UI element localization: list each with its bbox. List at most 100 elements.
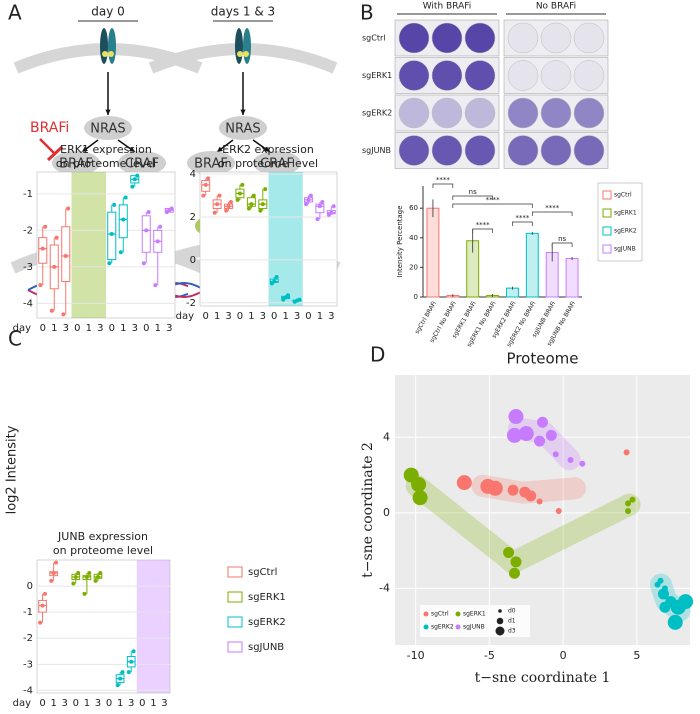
legend-swatch xyxy=(602,226,612,236)
point xyxy=(120,670,125,675)
x-tick-label: 0 xyxy=(109,323,115,334)
point xyxy=(129,659,134,664)
row-label: sgCtrl xyxy=(362,34,385,43)
point xyxy=(317,204,322,209)
x-axis-label: t−sne coordinate 1 xyxy=(475,670,611,686)
x-axis-label: day xyxy=(176,311,194,322)
point xyxy=(109,232,114,237)
node-label: NRAS xyxy=(90,122,125,137)
significance-label: ns xyxy=(558,235,566,243)
y-axis-label: log2 Intensity xyxy=(5,425,20,514)
point xyxy=(82,591,87,596)
panel-letter: D xyxy=(370,343,385,367)
point xyxy=(235,197,240,202)
node-label: NRAS xyxy=(225,122,260,137)
point xyxy=(84,574,89,579)
well xyxy=(507,60,539,91)
point xyxy=(536,498,543,505)
point xyxy=(203,182,208,187)
y-tick-label: -1 xyxy=(23,607,33,618)
point xyxy=(667,614,683,630)
size-legend-label: d3 xyxy=(508,628,516,635)
point xyxy=(508,567,520,579)
y-tick-label: -4 xyxy=(23,685,33,696)
y-tick-label: 0 xyxy=(190,255,196,266)
x-tick-label: -10 xyxy=(407,649,425,662)
point xyxy=(331,204,336,209)
significance-bracket xyxy=(452,203,533,208)
x-tick-label: 1 xyxy=(84,698,90,709)
y-tick-label: -2 xyxy=(23,225,33,236)
point xyxy=(525,490,537,502)
x-tick-label: 1 xyxy=(317,311,323,322)
significance-label: **** xyxy=(486,196,501,204)
chart-title: JUNB expression xyxy=(57,530,148,543)
y-tick-label: -3 xyxy=(23,262,33,273)
arrow-head xyxy=(129,146,135,152)
bar xyxy=(426,207,440,298)
point xyxy=(412,490,428,506)
point xyxy=(625,500,632,507)
legend-label: sgCtrl xyxy=(248,567,277,578)
significance-bracket xyxy=(452,195,493,200)
significance-label: **** xyxy=(476,221,491,229)
box xyxy=(141,215,151,253)
y-tick-label: 0 xyxy=(27,581,33,592)
x-tick-label: 1 xyxy=(120,323,126,334)
point xyxy=(126,670,131,675)
point xyxy=(625,507,632,514)
point xyxy=(237,191,242,196)
inhibitor-line xyxy=(39,138,56,155)
legend-swatch xyxy=(227,566,243,578)
point xyxy=(506,427,522,443)
row-label: sgJUNB xyxy=(362,146,391,155)
highlight-band xyxy=(268,172,303,306)
point xyxy=(112,202,117,207)
x-tick-label: -5 xyxy=(484,649,495,662)
plate xyxy=(503,57,609,94)
significance-bracket xyxy=(472,228,493,233)
chart-title: ERK1 expression xyxy=(60,143,152,156)
x-tick-label: 0 xyxy=(74,323,80,334)
legend-label: sgCtrl xyxy=(431,611,449,618)
x-tick-label: 3 xyxy=(161,698,167,709)
point xyxy=(63,253,68,258)
y-tick-label: 60 xyxy=(409,204,418,212)
point xyxy=(212,210,217,215)
point xyxy=(54,235,59,240)
significance-bracket xyxy=(551,242,573,247)
node-shape xyxy=(219,116,267,140)
node-shape xyxy=(52,151,100,175)
point xyxy=(66,206,71,211)
x-tick-label: 3 xyxy=(328,311,334,322)
point xyxy=(306,197,311,202)
well xyxy=(573,135,605,166)
significance-bracket xyxy=(531,211,573,216)
y-tick-label: 4 xyxy=(383,430,390,443)
well xyxy=(573,97,605,129)
node-label: CRAF xyxy=(260,157,294,172)
well xyxy=(464,135,496,166)
plot-frame xyxy=(199,171,338,307)
point xyxy=(315,217,320,222)
point xyxy=(130,184,135,189)
point xyxy=(43,224,48,229)
point xyxy=(411,477,427,493)
legend-label: sgERK1 xyxy=(248,592,286,603)
legend-swatch xyxy=(602,190,612,200)
row-label: sgERK2 xyxy=(362,109,392,118)
legend-box xyxy=(420,605,530,637)
x-tick-label: 3 xyxy=(95,698,101,709)
point xyxy=(131,649,136,654)
legend-swatch xyxy=(602,208,612,218)
well xyxy=(573,22,605,54)
point xyxy=(98,571,103,576)
legend-swatch xyxy=(602,244,612,254)
point xyxy=(518,426,534,442)
x-tick-label: 1 xyxy=(51,323,57,334)
point xyxy=(274,275,279,280)
panel-letter: B xyxy=(360,1,374,25)
legend-label: sgJUNB xyxy=(248,642,284,653)
x-tick-label: 3 xyxy=(128,698,134,709)
chart-title: on proteome level xyxy=(53,544,153,557)
